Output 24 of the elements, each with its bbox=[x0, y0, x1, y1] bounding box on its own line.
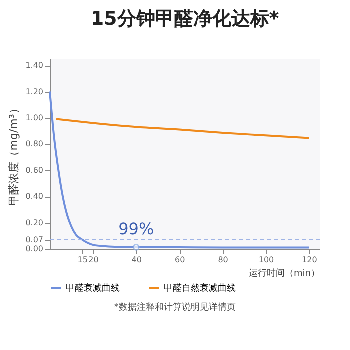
x-tick-label: 40 bbox=[132, 256, 142, 264]
y-tick-label: 0.80 bbox=[26, 140, 44, 149]
legend-label: 甲醛自然衰减曲线 bbox=[164, 283, 236, 294]
x-tick-label: 15 bbox=[78, 256, 88, 264]
y-tick-label: 0.40 bbox=[26, 192, 44, 202]
y-tick-label: 0.07 bbox=[26, 235, 44, 244]
text: *数据注释和计算说明见详情页 bbox=[113, 302, 237, 314]
chart-title: 15分钟甲醛净化达标* bbox=[90, 8, 280, 30]
x-tick-label: 100 bbox=[258, 256, 274, 264]
y-tick-label: 0.20 bbox=[26, 218, 44, 228]
legend-label: 甲醛衰减曲线 bbox=[66, 283, 120, 294]
x-tick-label: 120 bbox=[302, 256, 318, 264]
y-tick-label: 0.00 bbox=[26, 244, 44, 254]
x-tick-label: 60 bbox=[175, 256, 186, 264]
y-tick-label: 1.20 bbox=[26, 87, 44, 96]
y-tick-label: 1.40 bbox=[26, 61, 44, 70]
x-axis-title: 运行时间（min） bbox=[249, 268, 320, 279]
y-tick-label: 1.00 bbox=[26, 113, 44, 122]
annotation: 99% bbox=[118, 219, 154, 238]
x-tick-label: 80 bbox=[218, 256, 228, 264]
y-axis-title: 甲醛浓度（mg/m³） bbox=[8, 103, 21, 206]
line-series bbox=[55, 118, 310, 140]
y-tick-label: 0.60 bbox=[26, 166, 44, 175]
x-tick-label: 20 bbox=[88, 256, 99, 264]
